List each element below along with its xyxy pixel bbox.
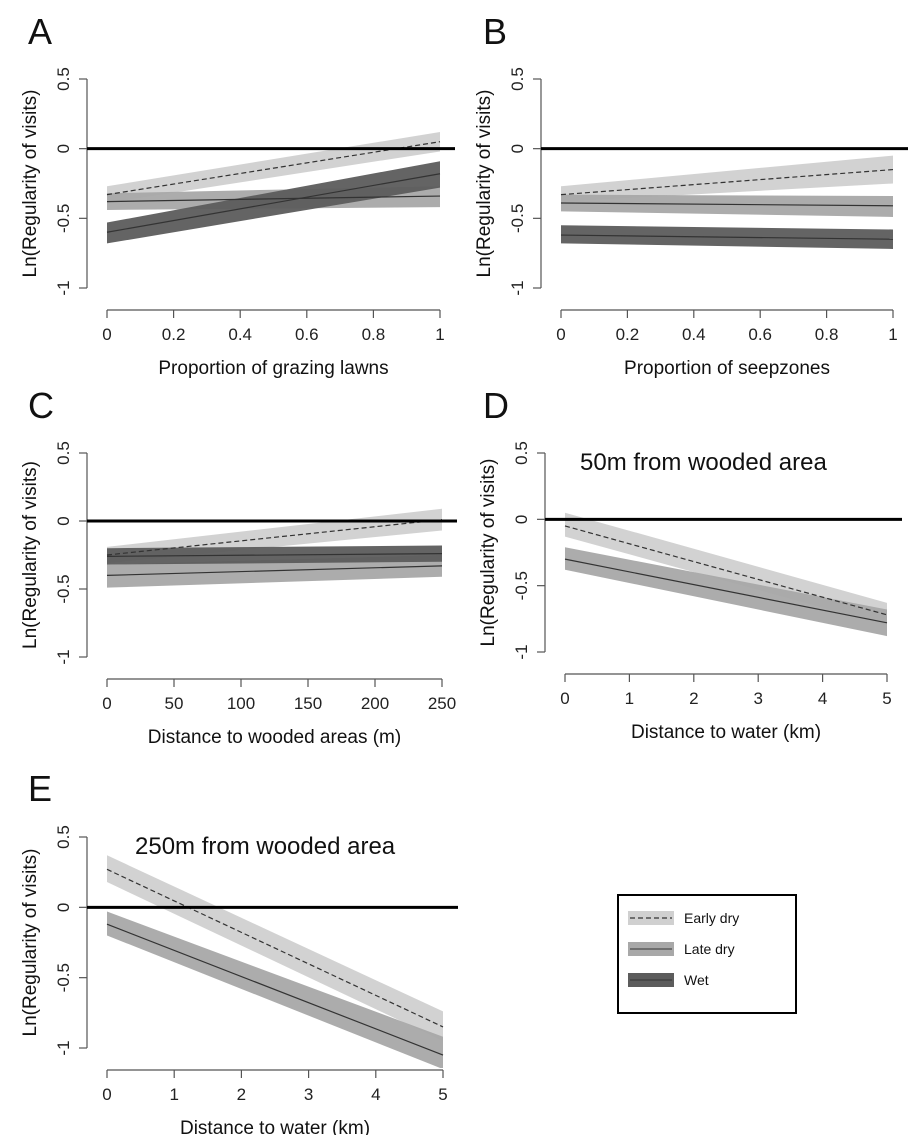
- series-line-early-dry: [106, 868, 444, 1028]
- y-axis-title: Ln(Regularity of visits): [20, 849, 41, 1037]
- y-tick-label: 0: [54, 516, 73, 525]
- series-line-early-dry: [106, 141, 441, 196]
- x-tick-label: 0: [102, 1085, 111, 1104]
- y-tick-label: 0.5: [512, 441, 531, 465]
- band-late-dry: [565, 547, 887, 637]
- plot-area: [560, 155, 894, 249]
- series-line-late-dry: [564, 558, 888, 624]
- y-axis-title: Ln(Regularity of visits): [20, 90, 41, 278]
- y-tick-label: 0.5: [508, 67, 527, 91]
- x-tick-label: 0: [102, 694, 111, 713]
- y-tick-label: -0.5: [54, 963, 73, 992]
- panel-letter: A: [28, 11, 52, 52]
- panel-annotation: 250m from wooded area: [135, 833, 396, 860]
- y-tick-label: 0: [54, 144, 73, 153]
- panel-letter: B: [483, 11, 507, 52]
- y-tick-label: -1: [512, 644, 531, 659]
- band-wet: [107, 161, 440, 244]
- x-tick-label: 5: [882, 689, 891, 708]
- x-tick-label: 150: [294, 694, 322, 713]
- panel-e: E0.5 0 -0.5 -1 0 1 2 3 4 5 Ln(Regularity of visits…: [20, 768, 458, 1135]
- x-axis-title: Proportion of seepzones: [624, 358, 830, 379]
- legend: Early dry Late dry Wet: [617, 894, 797, 1014]
- x-tick-label: 1: [625, 689, 634, 708]
- panel-letter: E: [28, 768, 52, 809]
- y-tick-label: 0: [508, 144, 527, 153]
- panel-a: A0.5 0 -0.5 -1 0 0.2 0.4 0.6 0.8 1 Ln(Regularity o…: [20, 11, 455, 379]
- x-tick-label: 200: [361, 694, 389, 713]
- x-tick-label: 0.4: [228, 325, 252, 344]
- x-tick-label: 100: [227, 694, 255, 713]
- x-tick-label: 0.6: [295, 325, 319, 344]
- series-line-late-dry: [560, 202, 894, 207]
- x-axis-title: Proportion of grazing lawns: [158, 358, 388, 379]
- panel-letter: C: [28, 385, 54, 426]
- panel-c: C0.5 0 -0.5 -1 0 50 100 150 200 250 Ln(Regularity …: [20, 385, 457, 748]
- series-line-wet: [106, 173, 441, 233]
- x-tick-label: 1: [169, 1085, 178, 1104]
- y-tick-label: 0: [512, 515, 531, 524]
- band-early-dry: [561, 155, 893, 202]
- y-tick-label: -0.5: [54, 204, 73, 233]
- series-line-wet: [560, 234, 894, 240]
- legend-item: Late dry: [628, 941, 735, 957]
- y-tick-label: -1: [54, 649, 73, 664]
- legend-label: Early dry: [684, 910, 739, 926]
- y-tick-label: 0.5: [54, 825, 73, 849]
- legend-label: Late dry: [684, 941, 735, 957]
- x-tick-label: 0.2: [162, 325, 186, 344]
- y-tick-label: -0.5: [54, 574, 73, 603]
- x-tick-label: 0.4: [682, 325, 706, 344]
- x-tick-label: 5: [438, 1085, 447, 1104]
- x-tick-label: 0.8: [815, 325, 839, 344]
- legend-item: Early dry: [628, 910, 739, 926]
- x-tick-label: 0.8: [362, 325, 386, 344]
- y-tick-label: 0: [54, 903, 73, 912]
- legend-label: Wet: [684, 972, 709, 988]
- y-tick-label: -0.5: [508, 204, 527, 233]
- x-axis-title: Distance to water (km): [180, 1118, 370, 1135]
- x-tick-label: 4: [371, 1085, 380, 1104]
- y-axis-title: Ln(Regularity of visits): [20, 461, 41, 649]
- panel-letter: D: [483, 385, 509, 426]
- x-axis-title: Distance to wooded areas (m): [148, 727, 401, 748]
- y-tick-label: -0.5: [512, 571, 531, 600]
- x-tick-label: 3: [304, 1085, 313, 1104]
- x-tick-label: 0: [556, 325, 565, 344]
- x-tick-label: 0.6: [748, 325, 772, 344]
- x-tick-label: 0.2: [616, 325, 640, 344]
- x-tick-label: 0: [102, 325, 111, 344]
- band-late-dry: [561, 194, 893, 217]
- y-tick-label: -1: [54, 1040, 73, 1055]
- y-axis-title: Ln(Regularity of visits): [478, 459, 499, 647]
- plot-area: [106, 855, 444, 1068]
- series-line-late-dry: [106, 923, 444, 1056]
- x-tick-label: 2: [689, 689, 698, 708]
- x-tick-label: 250: [428, 694, 456, 713]
- panel-d: D0.5 0 -0.5 -1 0 1 2 3 4 5 Ln(Regularity of visits…: [478, 385, 902, 743]
- y-tick-label: -1: [54, 280, 73, 295]
- y-axis-title: Ln(Regularity of visits): [474, 90, 495, 278]
- series-line-early-dry: [106, 519, 443, 556]
- y-tick-label: 0.5: [54, 67, 73, 91]
- series-line-wet: [106, 553, 443, 557]
- series-line-late-dry: [106, 565, 443, 576]
- x-tick-label: 4: [818, 689, 827, 708]
- x-tick-label: 2: [237, 1085, 246, 1104]
- series-line-early-dry: [564, 525, 888, 616]
- series-line-late-dry: [106, 195, 441, 203]
- panel-b: B0.5 0 -0.5 -1 0 0.2 0.4 0.6 0.8 1 Ln(Regularity o…: [474, 11, 908, 379]
- x-tick-label: 50: [165, 694, 184, 713]
- legend-item: Wet: [628, 972, 709, 988]
- x-tick-label: 0: [560, 689, 569, 708]
- panel-annotation: 50m from wooded area: [580, 449, 827, 476]
- plot-area: [564, 512, 888, 637]
- x-axis-title: Distance to water (km): [631, 722, 821, 743]
- x-tick-label: 1: [888, 325, 897, 344]
- y-tick-label: -1: [508, 280, 527, 295]
- x-tick-label: 3: [753, 689, 762, 708]
- x-tick-label: 1: [435, 325, 444, 344]
- y-tick-label: 0.5: [54, 441, 73, 465]
